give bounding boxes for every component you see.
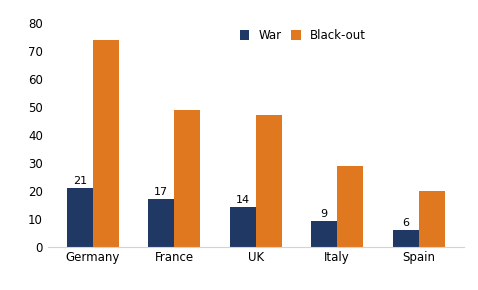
Legend: War, Black-out: War, Black-out <box>240 29 366 42</box>
Text: 21: 21 <box>73 176 87 186</box>
Bar <box>174 110 200 246</box>
Bar <box>229 207 256 246</box>
Text: 17: 17 <box>154 187 168 197</box>
Bar <box>419 191 445 246</box>
Text: 14: 14 <box>236 195 250 205</box>
Text: 6: 6 <box>402 218 409 228</box>
Bar <box>392 230 419 246</box>
Bar <box>148 199 174 246</box>
Bar <box>311 221 337 246</box>
Bar <box>337 166 363 246</box>
Text: 9: 9 <box>321 209 328 219</box>
Bar <box>256 115 282 246</box>
Bar <box>93 40 119 246</box>
Bar <box>67 188 93 246</box>
